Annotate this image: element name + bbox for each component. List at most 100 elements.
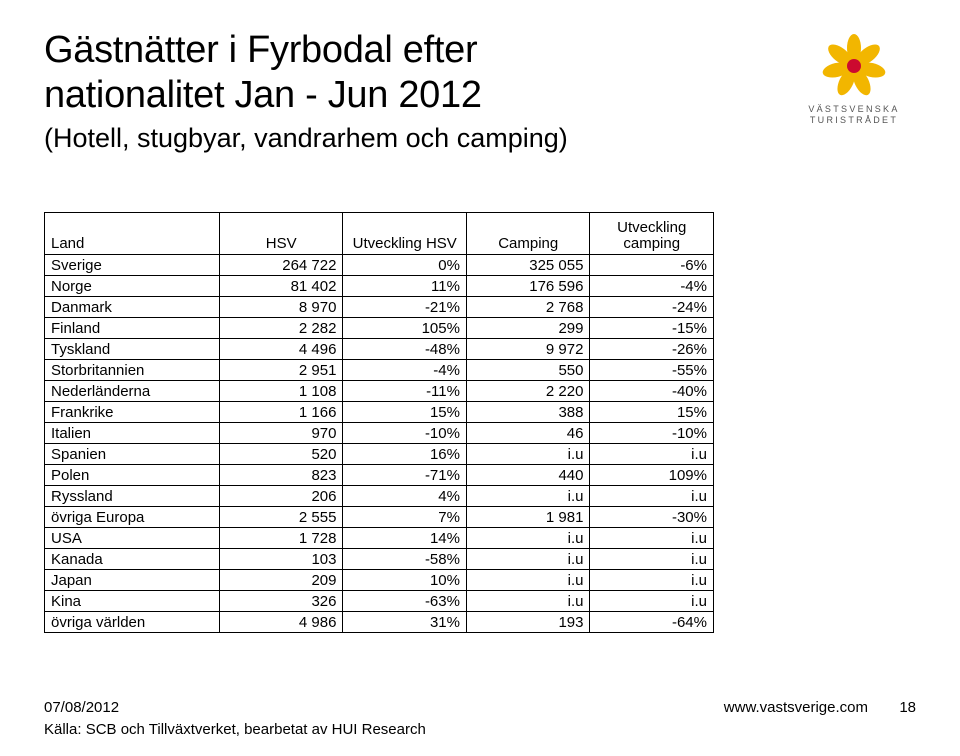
cell-utv-camping: i.u [590,570,714,591]
cell-utv-hsv: -21% [343,297,467,318]
cell-camping: i.u [466,591,590,612]
cell-utv-hsv: 14% [343,528,467,549]
cell-hsv: 8 970 [219,297,343,318]
table-row: Polen823-71%440109% [45,465,714,486]
cell-utv-camping: -15% [590,318,714,339]
cell-hsv: 264 722 [219,255,343,276]
cell-land: övriga världen [45,612,220,633]
cell-camping: 1 981 [466,507,590,528]
cell-hsv: 4 986 [219,612,343,633]
table-header-row: Land HSV Utveckling HSV Camping Utveckli… [45,213,714,255]
cell-hsv: 1 728 [219,528,343,549]
cell-utv-camping: -24% [590,297,714,318]
cell-utv-hsv: 4% [343,486,467,507]
cell-utv-hsv: 0% [343,255,467,276]
cell-hsv: 2 951 [219,360,343,381]
cell-land: övriga Europa [45,507,220,528]
cell-utv-hsv: 15% [343,402,467,423]
table-row: övriga Europa2 5557%1 981-30% [45,507,714,528]
cell-utv-camping: -26% [590,339,714,360]
table-row: Ryssland2064%i.ui.u [45,486,714,507]
table-row: Spanien52016%i.ui.u [45,444,714,465]
cell-camping: 325 055 [466,255,590,276]
cell-camping: i.u [466,549,590,570]
brand-logo: VÄSTSVENSKA TURISTRÅDET [784,34,924,127]
cell-utv-camping: -30% [590,507,714,528]
cell-camping: 440 [466,465,590,486]
cell-land: Tyskland [45,339,220,360]
cell-utv-camping: i.u [590,444,714,465]
cell-hsv: 4 496 [219,339,343,360]
cell-utv-hsv: -11% [343,381,467,402]
cell-land: Polen [45,465,220,486]
cell-utv-hsv: -48% [343,339,467,360]
cell-camping: 9 972 [466,339,590,360]
cell-camping: i.u [466,486,590,507]
cell-utv-camping: 109% [590,465,714,486]
cell-camping: i.u [466,444,590,465]
cell-camping: 176 596 [466,276,590,297]
footer-url: www.vastsverige.com [724,699,868,716]
col-utv-hsv: Utveckling HSV [343,213,467,255]
brand-text: VÄSTSVENSKA TURISTRÅDET [784,104,924,127]
cell-utv-hsv: 16% [343,444,467,465]
cell-land: Nederländerna [45,381,220,402]
cell-hsv: 209 [219,570,343,591]
cell-land: USA [45,528,220,549]
cell-camping: 2 220 [466,381,590,402]
cell-camping: 2 768 [466,297,590,318]
cell-land: Spanien [45,444,220,465]
footer-date: 07/08/2012 [44,699,119,716]
table-row: Japan20910%i.ui.u [45,570,714,591]
cell-utv-hsv: -4% [343,360,467,381]
cell-camping: 299 [466,318,590,339]
table-row: Finland2 282105%299-15% [45,318,714,339]
cell-utv-camping: -40% [590,381,714,402]
cell-hsv: 2 555 [219,507,343,528]
cell-utv-camping: -10% [590,423,714,444]
cell-camping: i.u [466,528,590,549]
cell-camping: i.u [466,570,590,591]
cell-utv-hsv: -71% [343,465,467,486]
col-utv-camping-line2: camping [623,235,680,252]
col-utv-camping: Utveckling camping [590,213,714,255]
cell-land: Kina [45,591,220,612]
cell-utv-camping: i.u [590,591,714,612]
table-row: USA1 72814%i.ui.u [45,528,714,549]
cell-hsv: 81 402 [219,276,343,297]
cell-land: Danmark [45,297,220,318]
cell-utv-hsv: 105% [343,318,467,339]
cell-land: Storbritannien [45,360,220,381]
table-row: Sverige264 7220%325 055-6% [45,255,714,276]
table-body: Sverige264 7220%325 055-6%Norge81 40211%… [45,255,714,633]
table-row: Danmark8 970-21%2 768-24% [45,297,714,318]
brand-line-1: VÄSTSVENSKA [808,104,899,114]
cell-land: Finland [45,318,220,339]
table-row: Kina326-63%i.ui.u [45,591,714,612]
table-row: Nederländerna1 108-11%2 220-40% [45,381,714,402]
cell-camping: 46 [466,423,590,444]
cell-land: Ryssland [45,486,220,507]
cell-camping: 388 [466,402,590,423]
cell-hsv: 970 [219,423,343,444]
cell-utv-camping: 15% [590,402,714,423]
title-line-1: Gästnätter i Fyrbodal efter [44,29,477,71]
cell-utv-hsv: 7% [343,507,467,528]
slide: Gästnätter i Fyrbodal efter nationalitet… [0,0,960,756]
table-row: Frankrike1 16615%38815% [45,402,714,423]
cell-land: Kanada [45,549,220,570]
cell-hsv: 823 [219,465,343,486]
cell-utv-camping: -6% [590,255,714,276]
cell-utv-camping: i.u [590,549,714,570]
table-row: Norge81 40211%176 596-4% [45,276,714,297]
cell-hsv: 206 [219,486,343,507]
cell-utv-camping: -55% [590,360,714,381]
cell-utv-hsv: 31% [343,612,467,633]
col-utv-camping-line1: Utveckling [617,219,686,236]
cell-camping: 193 [466,612,590,633]
cell-land: Frankrike [45,402,220,423]
cell-utv-hsv: -10% [343,423,467,444]
table-row: Italien970-10%46-10% [45,423,714,444]
cell-utv-camping: -4% [590,276,714,297]
cell-utv-hsv: 11% [343,276,467,297]
